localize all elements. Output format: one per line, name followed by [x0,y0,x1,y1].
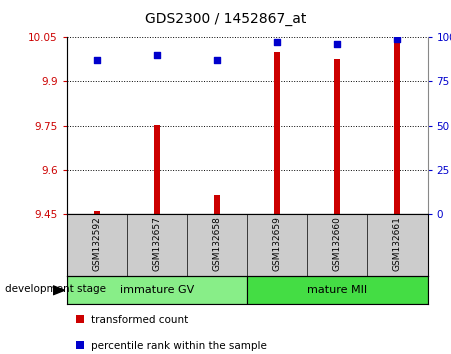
Bar [247,276,428,304]
Point [334,41,341,47]
Text: GSM132658: GSM132658 [212,216,221,272]
Point [213,57,221,63]
Bar [94,211,100,214]
Text: GSM132592: GSM132592 [92,217,101,271]
Text: GSM132660: GSM132660 [333,216,342,272]
Bar [154,125,160,214]
Point [394,36,401,42]
Point [274,40,281,45]
Point [153,52,161,58]
Text: percentile rank within the sample: percentile rank within the sample [91,341,267,351]
Text: development stage: development stage [5,284,106,293]
Text: GSM132659: GSM132659 [273,216,282,272]
Text: mature MII: mature MII [307,285,368,295]
Bar [214,195,220,214]
Polygon shape [53,286,64,295]
Bar [67,276,247,304]
Text: GDS2300 / 1452867_at: GDS2300 / 1452867_at [145,12,306,27]
Bar [274,52,280,214]
Point [93,57,101,63]
Bar [395,37,400,214]
Text: GSM132657: GSM132657 [152,216,161,272]
Text: immature GV: immature GV [120,285,194,295]
Bar [334,59,341,214]
Text: transformed count: transformed count [91,315,188,325]
Text: GSM132661: GSM132661 [393,216,402,272]
